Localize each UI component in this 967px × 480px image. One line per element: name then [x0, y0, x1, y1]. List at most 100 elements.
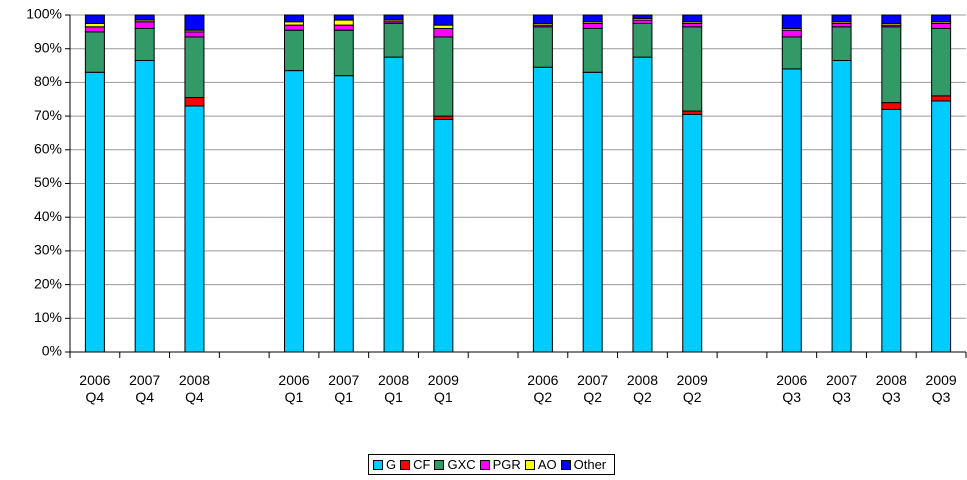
y-tick-label: 50%	[34, 174, 62, 190]
bar-segment	[881, 14, 902, 24]
legend-item: GXC	[434, 457, 476, 472]
bar-segment	[831, 26, 852, 61]
bar-segment	[383, 56, 404, 353]
bar-segment	[781, 14, 802, 29]
bar-segment	[433, 115, 454, 120]
bar-segment	[931, 95, 952, 102]
bar-segment	[134, 21, 155, 29]
bar-segment	[682, 14, 703, 23]
x-tick-label: 2008 Q4	[178, 372, 211, 405]
y-tick-label: 30%	[34, 242, 62, 258]
bar-segment	[333, 14, 354, 21]
x-tick-label: 2009 Q1	[427, 372, 459, 405]
bar-segment	[433, 27, 454, 38]
y-tick-label: 70%	[34, 107, 62, 123]
bar-segment	[931, 22, 952, 29]
bar-segment	[184, 97, 205, 107]
bar-segment	[284, 29, 304, 72]
legend-swatch	[400, 459, 411, 470]
bar-segment	[682, 113, 703, 353]
bar-segment	[831, 22, 852, 28]
bar-segment	[582, 14, 603, 23]
legend-item: CF	[400, 457, 430, 472]
legend-swatch	[524, 459, 535, 470]
bar-segment	[881, 108, 902, 353]
x-tick-label: 2006 Q1	[278, 372, 310, 405]
bar-segment	[931, 100, 952, 353]
bar-segment	[881, 26, 902, 104]
bar-segment	[781, 36, 802, 70]
bar-segment	[582, 27, 603, 73]
x-tick-label: 2007 Q3	[825, 372, 858, 405]
bar-segment	[134, 59, 155, 353]
bar-segment	[333, 24, 354, 31]
bar-segment	[184, 36, 205, 99]
legend-swatch	[373, 459, 383, 470]
bar-segment	[84, 71, 105, 353]
legend: G CF GXC PGR AO Other	[368, 454, 616, 475]
legend-swatch	[479, 459, 490, 470]
x-tick-label: 2009 Q3	[925, 372, 957, 405]
y-tick-label: 0%	[42, 343, 62, 359]
x-tick-label: 2007 Q1	[328, 372, 360, 405]
bar-segment	[532, 66, 553, 353]
bar-segment	[184, 31, 205, 38]
bar-segment	[134, 27, 155, 61]
bar-segment	[333, 75, 354, 353]
bar-segment	[831, 14, 852, 23]
x-tick-label: 2007 Q2	[577, 372, 609, 405]
y-tick-label: 90%	[34, 39, 62, 55]
bar-segment	[682, 26, 703, 112]
bar-segment	[84, 22, 105, 28]
legend-label: G	[386, 457, 397, 472]
bar-segment	[931, 27, 952, 97]
bar-segment	[632, 56, 653, 353]
bar-segment	[532, 26, 553, 68]
legend-label: AO	[537, 457, 557, 472]
legend-swatch	[434, 459, 445, 470]
bar-segment	[333, 19, 354, 26]
y-tick-label: 80%	[34, 73, 62, 89]
x-tick-label: 2006 Q2	[527, 372, 559, 405]
bar-segment	[433, 24, 454, 29]
bar-segment	[781, 29, 802, 38]
bar-segment	[532, 14, 553, 24]
bar-segment	[682, 22, 703, 28]
bar-segment	[383, 14, 404, 21]
legend-item: AO	[524, 457, 557, 472]
y-tick-label: 100%	[26, 6, 62, 22]
legend-item: PGR	[479, 457, 521, 472]
x-tick-label: 2009 Q2	[676, 372, 708, 405]
bar-segment	[582, 71, 603, 353]
legend-item: G	[373, 457, 396, 472]
bar-segment	[931, 14, 952, 23]
bar-segment	[433, 14, 454, 26]
y-tick-label: 40%	[34, 208, 62, 224]
legend-swatch	[560, 459, 571, 470]
x-tick-label: 2008 Q3	[875, 372, 907, 405]
bar-segment	[582, 22, 603, 29]
bar-segment	[284, 24, 304, 31]
bar-segment	[184, 14, 205, 31]
bar-segment	[632, 19, 653, 24]
y-tick-label: 60%	[34, 141, 62, 157]
bar-segment	[433, 36, 454, 117]
legend-label: CF	[413, 457, 431, 472]
bar-segment	[831, 59, 852, 353]
bar-segment	[84, 26, 105, 33]
bar-segment	[284, 21, 304, 26]
x-tick-label: 2007 Q4	[129, 372, 161, 405]
legend-label: GXC	[447, 457, 476, 472]
x-tick-label: 2006 Q3	[776, 372, 808, 405]
bar-segment	[84, 31, 105, 73]
y-tick-label: 10%	[34, 309, 62, 325]
bar-segment	[84, 14, 105, 24]
x-tick-label: 2008 Q1	[377, 372, 410, 405]
bar-segment	[383, 22, 404, 58]
bar-segment	[632, 14, 653, 19]
bar-segment	[781, 68, 802, 353]
bar-segment	[433, 118, 454, 353]
bar-segment	[682, 110, 703, 115]
bar-segment	[333, 29, 354, 77]
